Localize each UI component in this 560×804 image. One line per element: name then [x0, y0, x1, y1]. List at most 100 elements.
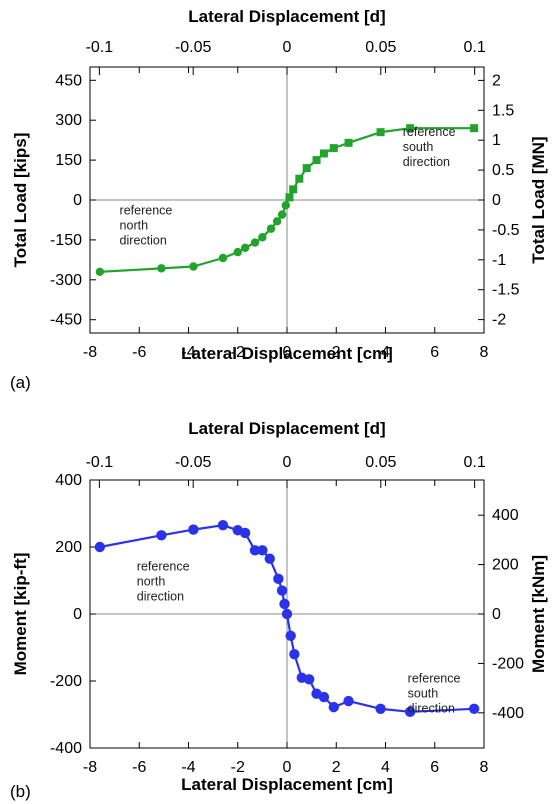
x-tick-label: -4 [181, 344, 195, 361]
x2-axis-title: Lateral Displacement [d] [188, 419, 385, 438]
panel-label: (a) [10, 373, 31, 392]
y2-tick-label: 0 [492, 192, 501, 209]
data-point [376, 128, 385, 137]
x-axis-title: Lateral Displacement [cm] [181, 344, 393, 363]
annotation-text: reference [120, 204, 173, 218]
data-point [318, 691, 330, 703]
x2-tick-label: 0.05 [365, 454, 396, 471]
panel-label: (b) [10, 782, 31, 801]
y2-tick-label: -2 [492, 312, 506, 329]
x2-tick-label: 0.05 [365, 39, 396, 56]
x-tick-label: 0 [283, 344, 292, 361]
x-tick-label: 4 [381, 344, 390, 361]
x2-tick-label: 0 [283, 39, 292, 56]
data-point [328, 701, 339, 713]
data-point [295, 174, 304, 183]
y-axis-title: Total Load [kips] [11, 133, 30, 268]
y-tick-label: -300 [50, 272, 82, 289]
annotation-text: reference [403, 125, 456, 139]
data-point [319, 149, 328, 158]
data-point [218, 253, 228, 263]
data-point [285, 630, 296, 641]
data-point [94, 541, 106, 553]
data-point [95, 267, 105, 277]
data-point [233, 247, 242, 257]
data-point [343, 695, 354, 707]
chart-panel-a: -8 -6 -4 -2 0 2 4 6 8 -0.1 -0.05 0 0.05 0.1 -450 -300 -1… [10, 7, 548, 392]
data-point [276, 585, 288, 596]
x-tick-label: -2 [231, 759, 245, 776]
y-tick-label: 0 [73, 606, 82, 623]
x2-tick-label: 0 [283, 454, 292, 471]
y-tick-label: -450 [50, 312, 82, 329]
data-point [470, 124, 479, 133]
data-point [188, 524, 199, 535]
data-point [273, 573, 284, 585]
y-tick-label: 150 [55, 152, 82, 169]
y-tick-label: 200 [55, 539, 82, 556]
annotation-text: north [120, 219, 149, 233]
x-tick-label: -8 [83, 759, 97, 776]
data-point [277, 210, 287, 219]
x-tick-label: -6 [132, 759, 146, 776]
x-tick-label: 8 [480, 344, 489, 361]
data-point [279, 598, 290, 610]
annotation-text: direction [408, 702, 455, 716]
y-tick-label: -150 [50, 232, 82, 249]
y2-tick-label: 200 [492, 557, 519, 574]
data-point [303, 674, 315, 685]
x-tick-label: 2 [332, 344, 341, 361]
annotation-text: north [137, 574, 166, 588]
annotation-text: direction [120, 234, 167, 248]
data-point [468, 703, 480, 715]
y-axis-title: Moment [kip-ft] [11, 553, 30, 676]
data-point [156, 530, 167, 541]
x-tick-label: -2 [231, 344, 245, 361]
data-point [257, 545, 268, 556]
x2-tick-label: 0.1 [464, 454, 486, 471]
y-tick-label: 0 [73, 192, 82, 209]
y2-tick-label: 0 [492, 606, 501, 623]
data-point [344, 138, 353, 147]
x2-tick-label: 0.1 [464, 39, 486, 56]
y2-tick-label: -0.5 [492, 222, 520, 239]
x-tick-label: 2 [332, 759, 341, 776]
y2-tick-label: 2 [492, 72, 501, 89]
data-point [406, 124, 415, 133]
data-point [281, 608, 293, 620]
x-tick-label: 6 [430, 759, 439, 776]
data-point [289, 185, 298, 194]
x2-tick-label: -0.1 [86, 454, 114, 471]
y2-tick-label: 400 [492, 507, 519, 524]
data-point [329, 144, 338, 153]
x-tick-label: 4 [381, 759, 390, 776]
data-point [250, 238, 260, 247]
data-point [258, 233, 267, 242]
data-point [312, 156, 321, 165]
data-point [281, 201, 290, 210]
y2-tick-label: 0.5 [492, 162, 514, 179]
annotation-text: reference [137, 559, 190, 573]
chart-panel-b: -8 -6 -4 -2 0 2 4 6 8 -0.1 -0.05 0 0.05 0.1 -400 -200 0 2… [10, 419, 548, 801]
data-point [285, 193, 294, 202]
y-tick-label: 300 [55, 112, 82, 129]
annotation-text: reference [408, 672, 461, 686]
annotation-text: direction [137, 589, 184, 603]
data-point [404, 706, 416, 718]
y2-tick-label: -1 [492, 252, 506, 269]
y-tick-label: 450 [55, 72, 82, 89]
x-tick-label: -8 [83, 344, 97, 361]
data-point [189, 262, 198, 271]
y-tick-label: -400 [50, 740, 82, 757]
data-point [264, 553, 275, 564]
data-point [289, 649, 300, 660]
annotation-text: south [408, 687, 439, 701]
x2-axis-title: Lateral Displacement [d] [188, 7, 385, 26]
data-point [302, 164, 311, 173]
data-point [272, 217, 282, 226]
y2-tick-label: -1.5 [492, 282, 520, 299]
y2-tick-label: -200 [492, 655, 524, 672]
x-tick-label: 0 [283, 759, 292, 776]
x-tick-label: 8 [480, 759, 489, 776]
data-point [266, 224, 276, 233]
